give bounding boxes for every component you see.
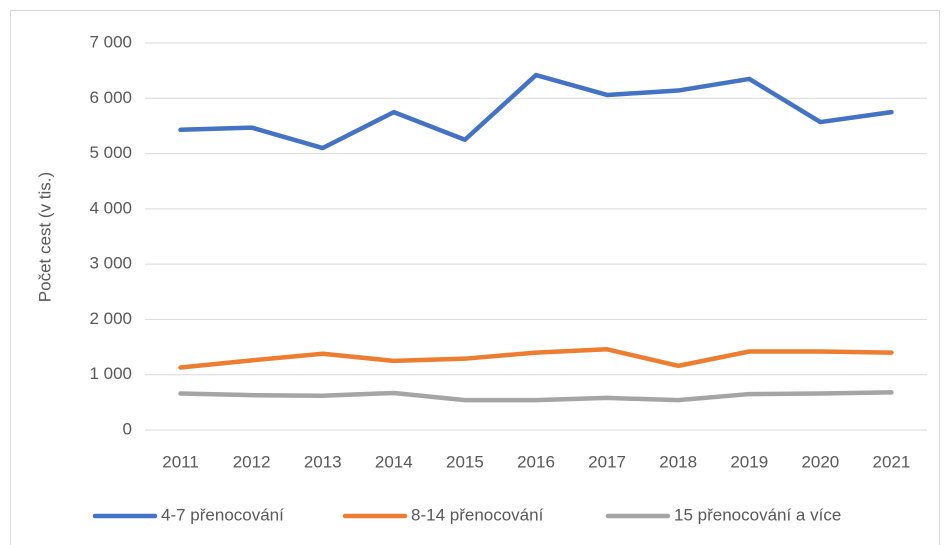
y-tick-label: 7 000 [89, 32, 132, 51]
x-tick-label: 2018 [659, 452, 697, 471]
y-axis-label: Počet cest (v tis.) [35, 172, 54, 302]
y-tick-label: 4 000 [89, 198, 132, 217]
x-tick-label: 2021 [873, 452, 911, 471]
legend-label: 8-14 přenocování [411, 505, 544, 524]
x-tick-label: 2017 [588, 452, 626, 471]
x-tick-label: 2020 [801, 452, 839, 471]
y-tick-label: 0 [123, 419, 132, 438]
y-tick-label: 2 000 [89, 309, 132, 328]
x-tick-label: 2015 [446, 452, 484, 471]
series-line [178, 72, 894, 151]
legend-label: 4-7 přenocování [161, 505, 284, 524]
y-tick-label: 6 000 [89, 88, 132, 107]
series-line [178, 390, 894, 403]
chart-frame [10, 10, 940, 545]
y-tick-label: 3 000 [89, 254, 132, 273]
x-tick-label: 2012 [233, 452, 271, 471]
x-tick-label: 2011 [162, 452, 199, 471]
x-tick-label: 2013 [304, 452, 342, 471]
legend-label: 15 přenocování a více [674, 505, 841, 524]
y-tick-label: 5 000 [89, 143, 132, 162]
x-tick-label: 2019 [730, 452, 768, 471]
series-line [178, 347, 894, 370]
x-tick-label: 2014 [375, 452, 413, 471]
y-tick-label: 1 000 [89, 364, 132, 383]
x-tick-label: 2016 [517, 452, 555, 471]
